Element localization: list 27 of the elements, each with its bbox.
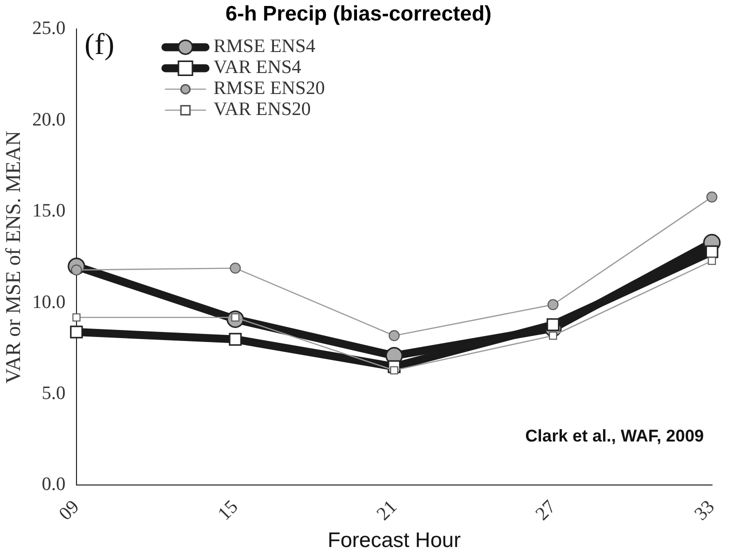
point xyxy=(228,332,242,346)
point xyxy=(705,245,718,258)
point xyxy=(548,299,559,310)
y-tick-label: 25.0 xyxy=(32,18,66,40)
point xyxy=(70,326,83,338)
x-tick-label: 21 xyxy=(372,496,402,525)
legend-label: RMSE ENS4 xyxy=(213,36,316,58)
legend-label: VAR ENS20 xyxy=(213,99,311,120)
x-tick-label: 33 xyxy=(690,496,719,525)
legend-label: RMSE ENS20 xyxy=(213,78,325,100)
y-tick-label: 5.0 xyxy=(42,383,66,404)
point xyxy=(230,262,241,274)
x-tick-label: 09 xyxy=(55,496,84,525)
annotation: Clark et al., WAF, 2009 xyxy=(525,426,704,446)
point xyxy=(388,330,400,342)
y-tick-label: 0.0 xyxy=(42,474,66,496)
y-tick-label: 15.0 xyxy=(32,200,66,222)
chart-title: 6-h Precip (bias-corrected) xyxy=(225,2,492,26)
y-tick-label: 20.0 xyxy=(32,109,66,130)
x-tick-label: 15 xyxy=(214,496,242,525)
annotation: (f) xyxy=(84,28,114,62)
x-axis-title: Forecast Hour xyxy=(328,529,461,552)
legend-label: VAR ENS4 xyxy=(213,57,302,78)
y-tick-label: 10.0 xyxy=(32,292,66,313)
x-tick-label: 27 xyxy=(532,496,560,525)
y-axis-title: VAR or MSE of ENS. MEAN xyxy=(1,130,26,384)
point xyxy=(706,192,718,203)
